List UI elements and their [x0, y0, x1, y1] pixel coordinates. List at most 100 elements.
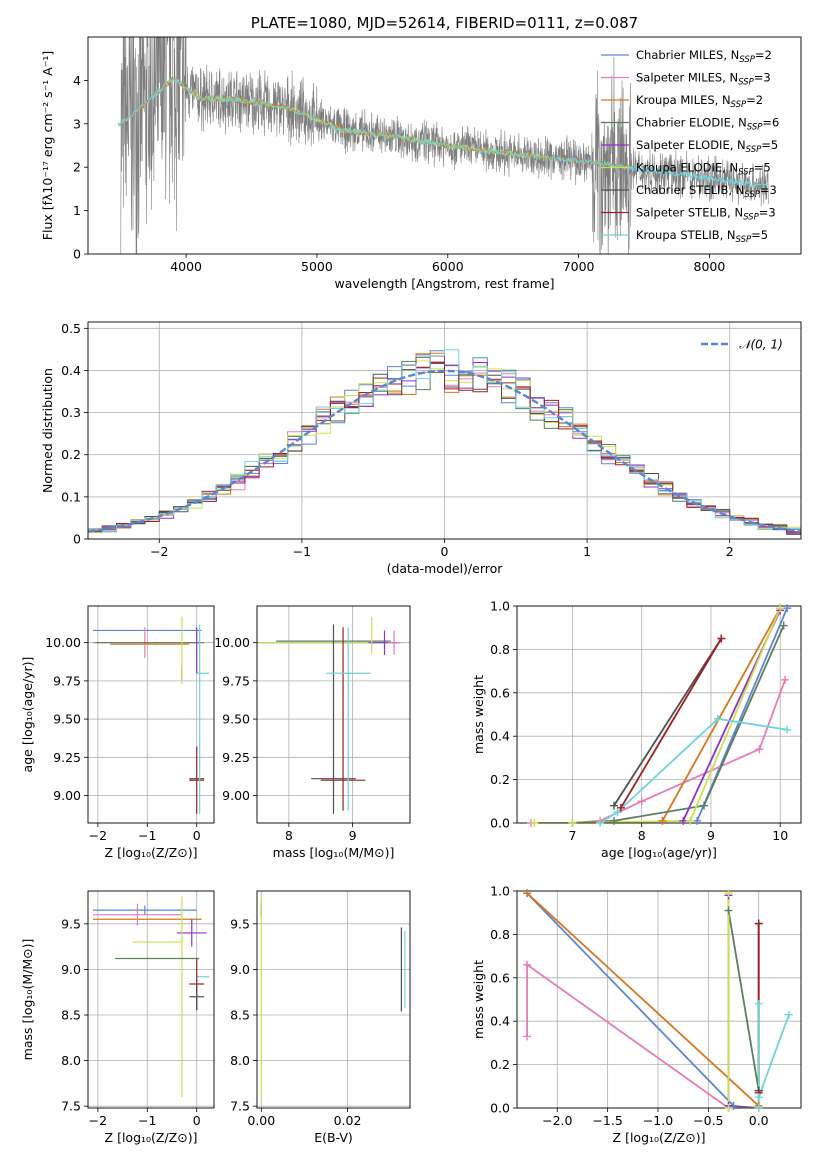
point-marker [781, 675, 790, 684]
x-tick-label: −1.5 [592, 1113, 622, 1128]
y-tick-label: 3 [73, 116, 81, 131]
axes-frame [256, 890, 411, 1109]
y-axis-label: mass [log₁₀(M/M⊙)] [20, 939, 35, 1061]
y-axis-label: Normed distribution [40, 368, 55, 493]
legend-suffix: =5 [751, 228, 768, 242]
model-spectrum [117, 77, 769, 189]
point-marker [754, 1104, 763, 1112]
point-marker [754, 1093, 763, 1102]
legend-sub: SSP [743, 213, 759, 223]
axes-frame [256, 605, 411, 824]
y-tick-label: 9.75 [222, 673, 250, 688]
y-tick-label: 0 [73, 532, 81, 547]
x-tick-label: −1 [138, 1113, 156, 1128]
y-tick-label: 7.5 [61, 1099, 81, 1114]
y-tick-label: 0.8 [490, 927, 510, 942]
legend-label: Kroupa MILES, NSSP=2 [636, 93, 763, 110]
y-tick-label: 0.0 [490, 1101, 510, 1116]
y-tick-label: 9.0 [61, 962, 81, 977]
point-marker [609, 801, 618, 810]
x-tick-label: 0.0 [749, 1113, 769, 1128]
point-marker [596, 819, 605, 827]
series-kroupa-stelib [599, 717, 788, 823]
y-tick-label: 9.25 [222, 750, 250, 765]
y-tick-label: 8.5 [61, 1008, 81, 1023]
point-marker [616, 803, 625, 812]
axes-frame [87, 605, 215, 824]
x-tick-label: 0 [441, 544, 449, 559]
point-marker [724, 889, 733, 898]
y-tick-label: 1.0 [490, 884, 510, 899]
point-marker [776, 604, 785, 613]
y-tick-label: 9.5 [61, 916, 81, 931]
x-tick-label: 0 [193, 828, 201, 843]
legend-sub: SSP [738, 168, 754, 178]
y-tick-label: 10.00 [45, 635, 81, 650]
point-marker [523, 960, 532, 969]
panel-weight-vs-age: 7 8 9 10 0.0 0.2 0.4 0.6 0.8 1.0 age [log₁₀(age/yr… [471, 599, 802, 860]
point-marker [783, 725, 792, 734]
y-tick-label: 9.75 [53, 673, 81, 688]
axes-frame [516, 890, 802, 1109]
axes-frame [87, 36, 802, 255]
panel-spectrum: 4000 5000 6000 7000 8000 0 1 2 3 4 wavelength [Ang… [40, 36, 802, 291]
point-marker [658, 816, 667, 825]
legend-sub: SSP [747, 123, 763, 133]
panel-age-vs-mass: 8 9 9.00 9.25 9.50 9.75 10.00 mass [log₁₀(M/M⊙)… [214, 605, 411, 860]
y-tick-label: 0.8 [490, 642, 510, 657]
y-tick-label: 1.0 [490, 599, 510, 614]
x-axis-label: Z [log₁₀(Z/Z⊙)] [105, 845, 198, 860]
point-marker [637, 797, 646, 806]
point-marker [724, 906, 733, 915]
legend-text: Kroupa ELODIE, N [636, 161, 738, 175]
series-salpeter-stelib [620, 638, 723, 809]
y-tick-label: 9.25 [53, 750, 81, 765]
x-tick-label: 0 [193, 1113, 201, 1128]
plot-area [92, 896, 210, 1098]
y-tick-label: 2 [73, 160, 81, 175]
point-marker [713, 714, 722, 723]
x-tick-label: 6000 [432, 259, 464, 274]
point-marker [754, 999, 763, 1008]
x-tick-label: 9 [707, 828, 715, 843]
point-marker [568, 819, 577, 827]
y-tick-label: 10.00 [214, 635, 250, 650]
plot-area [257, 616, 401, 814]
legend-sub: SSP [744, 190, 760, 200]
y-tick-label: 1 [73, 203, 81, 218]
legend-text: Kroupa MILES, N [636, 93, 731, 107]
legend-suffix: =2 [746, 93, 763, 107]
plot-area [530, 607, 788, 823]
x-axis-label: (data-model)/error [387, 561, 504, 576]
legend-suffix: =3 [760, 183, 777, 197]
point-marker [784, 1010, 793, 1019]
x-tick-label: 4000 [170, 259, 202, 274]
legend-sub: SSP [736, 235, 752, 245]
y-tick-label: 8.5 [230, 1008, 250, 1023]
point-marker [613, 808, 622, 817]
y-tick-label: 7.5 [230, 1099, 250, 1114]
legend-suffix: =5 [761, 138, 778, 152]
chart-title: PLATE=1080, MJD=52614, FIBERID=0111, z=0… [251, 14, 638, 32]
y-tick-label: 9.5 [230, 916, 250, 931]
x-tick-label: 0.00 [247, 1113, 275, 1128]
panel-residuals: −2 −1 0 1 2 0 0.1 0.2 0.3 0.4 0.5 (data-model)/erro… [40, 321, 802, 576]
y-axis-label: mass weight [471, 675, 486, 754]
point-marker [783, 604, 792, 613]
legend-sub: SSP [738, 78, 754, 88]
x-tick-label: 7 [568, 828, 576, 843]
legend-label: Salpeter MILES, NSSP=3 [636, 71, 771, 88]
point-marker [754, 919, 763, 928]
legend-label: Salpeter ELODIE, NSSP=5 [636, 138, 778, 155]
legend-label: Chabrier MILES, NSSP=2 [636, 48, 772, 65]
legend-suffix: =6 [762, 116, 779, 130]
y-tick-label: 9.50 [222, 712, 250, 727]
point-marker [686, 816, 695, 825]
point-marker [700, 801, 709, 810]
x-tick-label: −2 [150, 544, 168, 559]
y-axis-label: mass weight [471, 960, 486, 1039]
x-tick-label: −2 [89, 828, 107, 843]
x-tick-label: 9 [349, 828, 357, 843]
legend-label: Kroupa ELODIE, NSSP=5 [636, 161, 771, 178]
